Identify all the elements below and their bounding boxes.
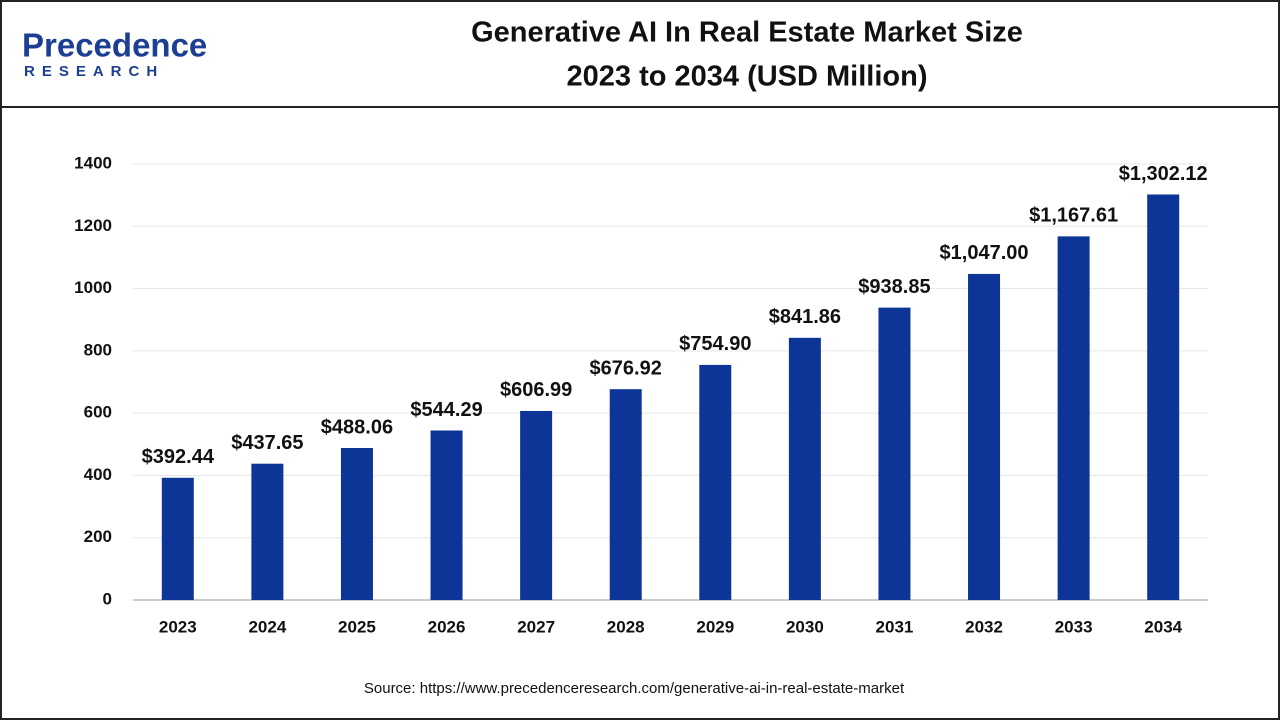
value-label: $437.65: [231, 432, 303, 454]
bar: [968, 273, 1001, 600]
value-label: $1,167.61: [1029, 205, 1118, 227]
y-tick-label: 600: [84, 403, 112, 422]
y-tick-label: 400: [84, 465, 112, 484]
value-label: $1,302.12: [1119, 163, 1208, 185]
x-tick-label: 2032: [965, 617, 1003, 636]
x-tick-label: 2034: [1144, 617, 1182, 636]
value-label: $841.86: [769, 306, 841, 328]
bar: [161, 477, 194, 600]
y-tick-label: 1200: [74, 216, 112, 235]
value-label: $1,047.00: [940, 242, 1029, 264]
x-tick-label: 2028: [607, 617, 645, 636]
y-tick-label: 800: [84, 340, 112, 359]
x-tick-label: 2029: [696, 617, 734, 636]
source-note: Source: https://www.precedenceresearch.c…: [364, 680, 905, 697]
bar: [609, 389, 642, 600]
bar: [699, 364, 732, 600]
y-tick-label: 0: [103, 589, 112, 608]
y-tick-label: 1400: [74, 153, 112, 172]
x-tick-label: 2027: [517, 617, 555, 636]
value-label: $754.90: [679, 333, 751, 355]
x-tick-label: 2026: [428, 617, 466, 636]
y-tick-label: 200: [84, 527, 112, 546]
y-tick-label: 1000: [74, 278, 112, 297]
value-label: $544.29: [410, 399, 482, 421]
bar: [340, 448, 373, 600]
bar: [251, 463, 284, 600]
chart-subtitle: 2023 to 2034 (USD Million): [567, 61, 928, 93]
brand-tagline: RESEARCH: [24, 63, 164, 80]
chart-title: Generative AI In Real Estate Market Size: [471, 17, 1023, 49]
value-label: $392.44: [142, 446, 215, 468]
x-tick-label: 2025: [338, 617, 376, 636]
value-label: $606.99: [500, 379, 572, 401]
value-label: $676.92: [590, 357, 662, 379]
brand-name: Precedence: [22, 27, 207, 64]
bar: [520, 410, 553, 600]
bar: [1057, 236, 1090, 601]
x-tick-label: 2033: [1055, 617, 1093, 636]
x-tick-label: 2031: [876, 617, 914, 636]
x-tick-label: 2023: [159, 617, 197, 636]
bar: [788, 337, 821, 600]
bar: [1147, 194, 1180, 600]
bar: [878, 307, 911, 600]
value-label: $488.06: [321, 416, 393, 438]
value-label: $938.85: [858, 276, 930, 298]
bar: [430, 430, 463, 600]
x-tick-label: 2030: [786, 617, 824, 636]
x-tick-label: 2024: [248, 617, 286, 636]
